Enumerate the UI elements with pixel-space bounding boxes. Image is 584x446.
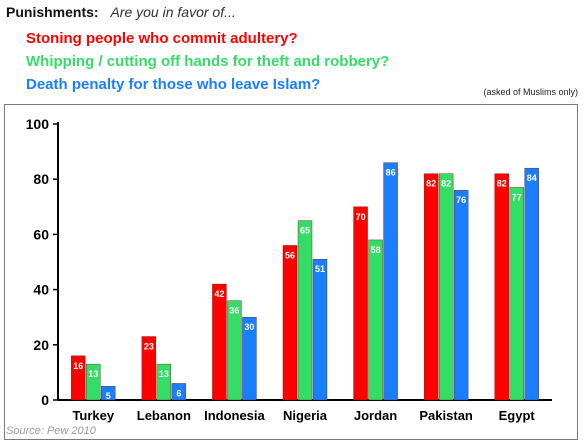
bar bbox=[171, 383, 187, 401]
bar-value-label: 82 bbox=[497, 179, 507, 189]
chart-frame bbox=[4, 104, 578, 440]
bar-value-label: 51 bbox=[315, 264, 325, 274]
bar bbox=[312, 259, 328, 401]
bar bbox=[423, 173, 439, 401]
x-tick-label: Turkey bbox=[72, 408, 114, 423]
bar bbox=[438, 173, 454, 401]
source-credit: Source: Pew 2010 bbox=[6, 425, 96, 437]
bar-value-label: 77 bbox=[512, 192, 522, 202]
bar-value-label: 82 bbox=[426, 179, 436, 189]
x-tick-label: Lebanon bbox=[137, 408, 191, 423]
bar-value-label: 5 bbox=[106, 391, 111, 401]
bar-value-label: 13 bbox=[159, 369, 169, 379]
bar-value-label: 16 bbox=[73, 361, 83, 371]
bar-value-label: 42 bbox=[214, 289, 224, 299]
y-tick-label: 20 bbox=[33, 337, 49, 353]
bar bbox=[509, 187, 524, 401]
y-tick-label: 80 bbox=[33, 171, 49, 187]
bar-value-label: 6 bbox=[176, 388, 181, 398]
y-tick-label: 60 bbox=[33, 226, 49, 242]
bar-value-label: 36 bbox=[229, 306, 239, 316]
x-tick-label: Nigeria bbox=[283, 408, 328, 423]
header-question: Are you in favor of... bbox=[110, 4, 236, 20]
bar-value-label: 86 bbox=[386, 168, 396, 178]
bar bbox=[453, 190, 469, 401]
bar bbox=[141, 336, 157, 401]
bar bbox=[227, 300, 242, 401]
bar-value-label: 30 bbox=[244, 322, 254, 332]
bar bbox=[71, 355, 86, 401]
bar bbox=[212, 283, 227, 401]
x-tick-label: Pakistan bbox=[419, 408, 473, 423]
bar bbox=[86, 363, 101, 401]
legend-entry-whipping: Whipping / cutting off hands for theft a… bbox=[26, 53, 390, 70]
bar bbox=[282, 245, 298, 401]
bar bbox=[383, 162, 398, 401]
bar bbox=[156, 363, 172, 401]
chart-note: (asked of Muslims only) bbox=[483, 87, 578, 97]
legend-entry-death-penalty: Death penalty for those who leave Islam? bbox=[26, 76, 321, 93]
bar bbox=[242, 317, 257, 401]
header-label: Punishments: bbox=[6, 4, 99, 20]
bar bbox=[297, 220, 313, 401]
legend-entry-stoning: Stoning people who commit adultery? bbox=[26, 30, 298, 47]
bar-value-label: 56 bbox=[285, 250, 295, 260]
bar bbox=[524, 167, 539, 401]
bar-value-label: 84 bbox=[527, 173, 537, 183]
x-tick-label: Egypt bbox=[499, 408, 536, 423]
bar-value-label: 23 bbox=[144, 342, 154, 352]
y-tick-label: 0 bbox=[41, 392, 49, 408]
bar bbox=[353, 206, 368, 401]
x-tick-label: Indonesia bbox=[204, 408, 265, 423]
bar-value-label: 70 bbox=[356, 212, 366, 222]
chart-header: Punishments: Are you in favor of... bbox=[6, 4, 236, 20]
bar-value-label: 65 bbox=[300, 226, 310, 236]
bar bbox=[494, 173, 509, 401]
bar bbox=[101, 386, 116, 401]
bar-value-label: 76 bbox=[456, 195, 466, 205]
y-tick-label: 40 bbox=[33, 282, 49, 298]
bar-value-label: 58 bbox=[371, 245, 381, 255]
y-tick-label: 100 bbox=[26, 116, 50, 132]
bar-value-label: 13 bbox=[88, 369, 98, 379]
bar bbox=[368, 239, 383, 401]
bar-value-label: 82 bbox=[441, 179, 451, 189]
x-tick-label: Jordan bbox=[354, 408, 397, 423]
